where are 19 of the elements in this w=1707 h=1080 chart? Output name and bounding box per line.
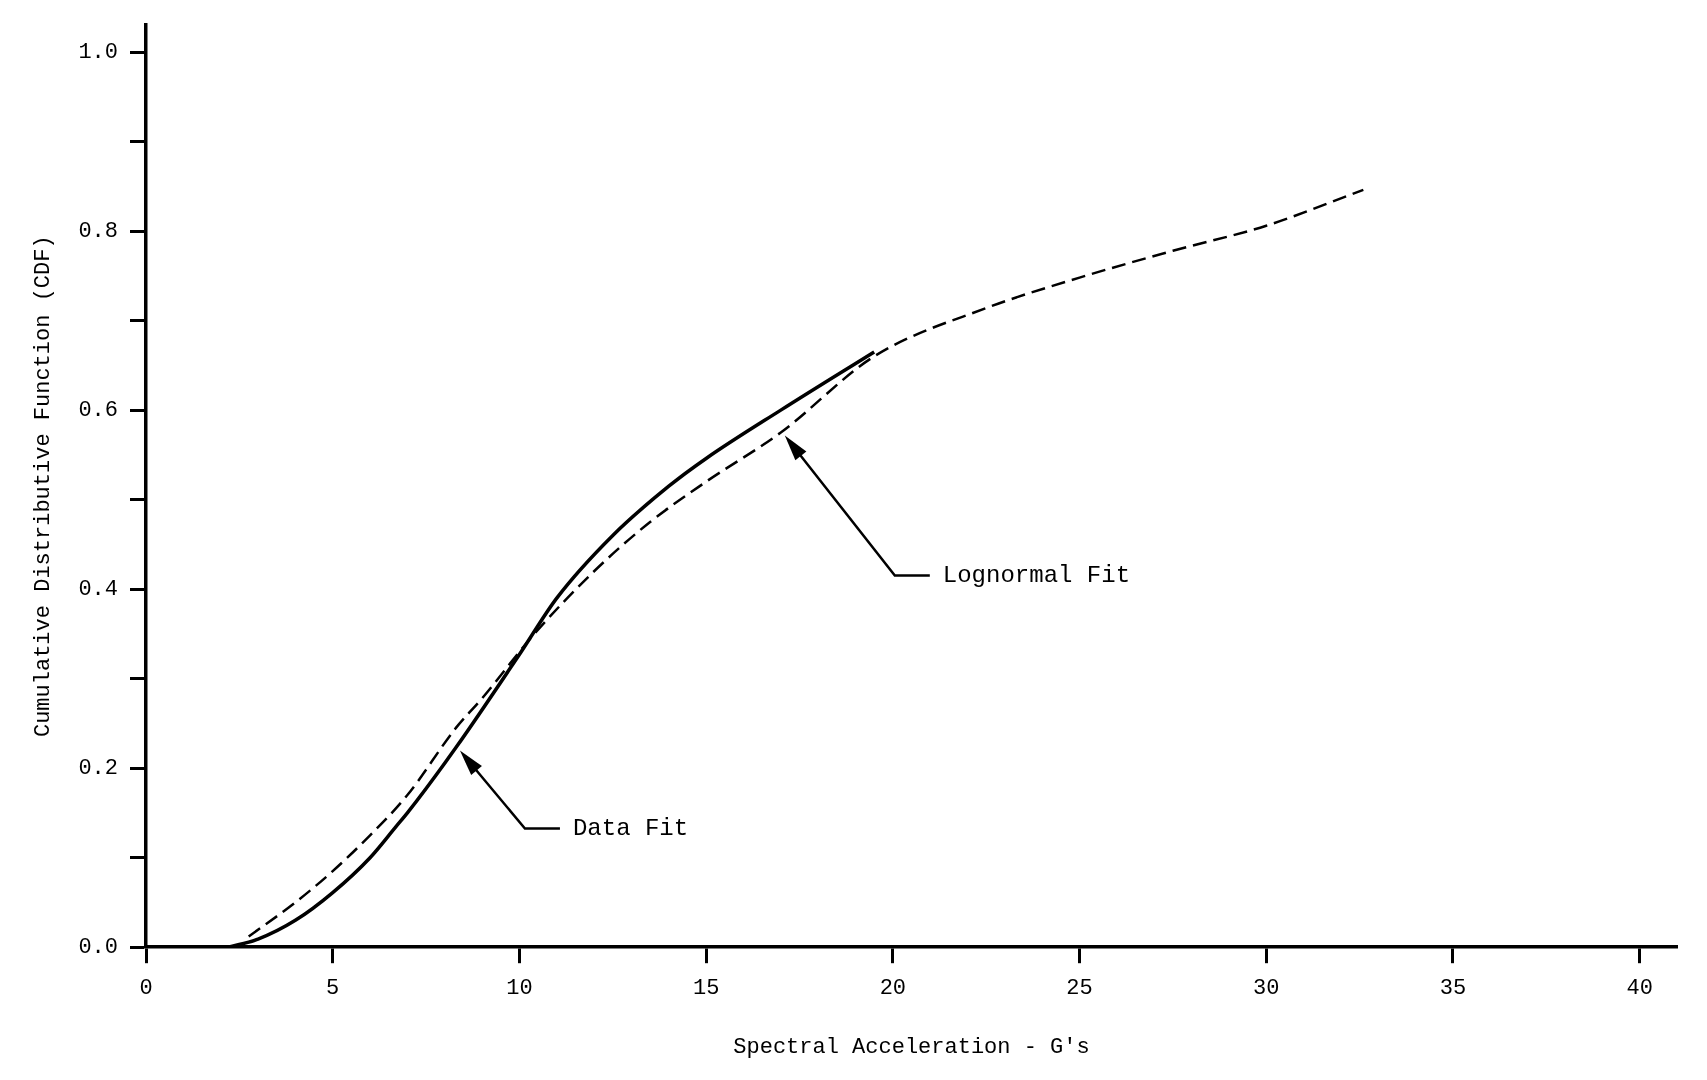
x-axis-title: Spectral Acceleration - G's [733, 1034, 1090, 1060]
x-tick-label: 35 [1439, 976, 1467, 1002]
x-tick-label: 0 [139, 976, 153, 1002]
x-tick-label: 25 [1066, 976, 1093, 1002]
x-tick-label: 15 [692, 976, 720, 1002]
x-tick-label: 30 [1253, 976, 1280, 1002]
annotation: Data Fit [572, 814, 689, 842]
x-tick-label: 40 [1626, 976, 1653, 1002]
y-tick-label: 0.8 [78, 218, 119, 244]
y-axis-title: Cumulative Distributive Function (CDF) [31, 235, 57, 738]
y-tick-label: 0.6 [78, 397, 119, 423]
y-tick-label: 0.2 [78, 756, 119, 781]
annotation: Lognormal Fit [942, 561, 1131, 589]
x-tick-label: 5 [326, 976, 340, 1002]
x-tick-label: 10 [506, 976, 533, 1002]
y-tick-label: 0.0 [78, 935, 119, 961]
y-tick-label: 0.4 [78, 576, 119, 602]
y-tick-label: 1.0 [78, 39, 119, 65]
x-tick-label: 20 [879, 976, 907, 1002]
